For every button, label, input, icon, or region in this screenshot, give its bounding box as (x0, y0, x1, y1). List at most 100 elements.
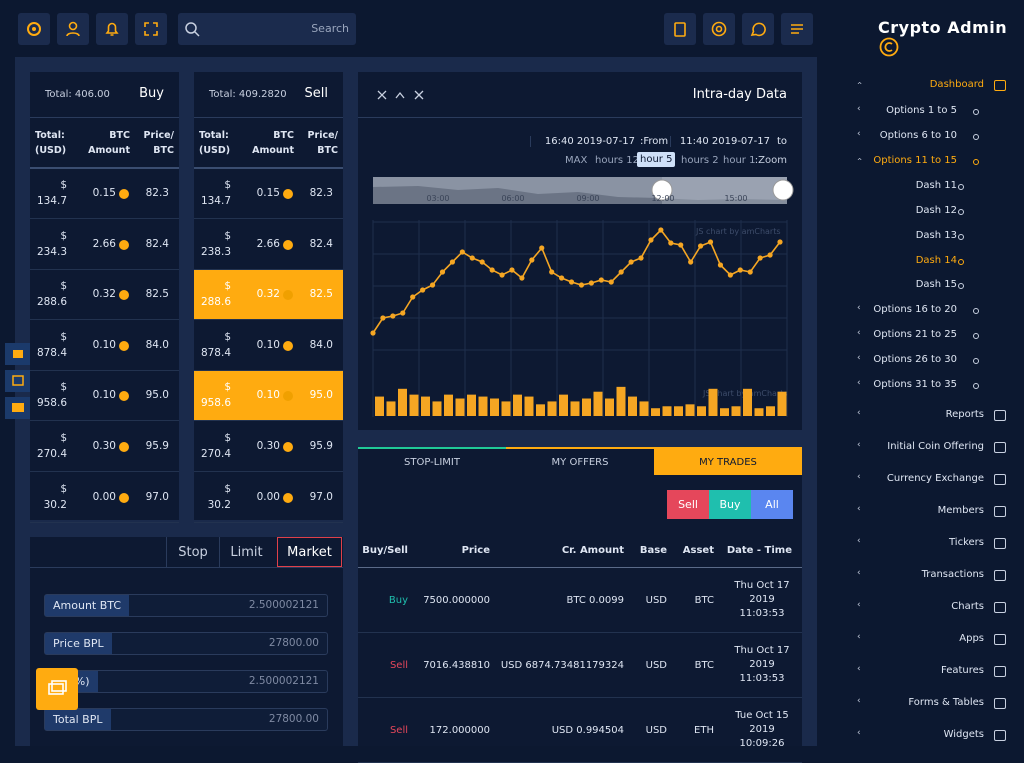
from-time[interactable]: 16:40 2019-07-17 (530, 136, 635, 147)
zoom-option[interactable]: hours 12 (595, 155, 640, 166)
trade-tab[interactable]: MY TRADES (654, 447, 802, 475)
search-box[interactable]: Search (178, 13, 356, 45)
price-btc: 95.9 (145, 440, 169, 452)
tool-button[interactable] (5, 397, 31, 419)
trade-column-header: Buy/Sell (362, 545, 408, 556)
notification-button[interactable] (96, 13, 128, 45)
trade-tab[interactable]: STOP-LIMIT (358, 447, 506, 475)
brand: Crypto Admin (878, 18, 1024, 57)
column-header: BTC Amount (88, 130, 130, 156)
trade-cell: Buy (388, 595, 408, 606)
menu-item[interactable]: Tickers (949, 537, 984, 548)
trade-column-header: Cr. Amount (561, 545, 624, 556)
zoom-option[interactable]: hours 2 (681, 155, 719, 166)
btc-icon (283, 189, 293, 199)
menu-chevron: ‹ (857, 353, 861, 363)
clipboard-button[interactable] (664, 13, 696, 45)
menu-button[interactable] (781, 13, 813, 45)
menu-chevron: ‹ (857, 536, 861, 546)
trade-cell: Thu Oct 17 2019 11:03:53 (734, 645, 790, 684)
volume-bar (444, 394, 453, 416)
trade-cell: USD (645, 660, 667, 671)
menu-dot (958, 283, 964, 289)
price-point (767, 252, 773, 258)
trade-cell: 7016.438810 (423, 660, 490, 671)
divider (194, 117, 343, 118)
menu-item[interactable]: Dash 13 (915, 230, 957, 241)
table-row: $ 270.4 0.30 95.9 (194, 422, 343, 472)
menu-item[interactable]: Options 26 to 30 (873, 354, 957, 365)
menu-item[interactable]: Members (937, 505, 984, 516)
trade-cell: 7500.000000 (423, 595, 490, 606)
settings-button[interactable] (18, 13, 50, 45)
menu-item[interactable]: Widgets (943, 729, 984, 740)
menu-item[interactable]: Currency Exchange (886, 473, 984, 484)
input-field[interactable]: Price BPL 27800.00 (44, 632, 328, 655)
trade-cell: 172.000000 (429, 725, 490, 736)
filter-button[interactable]: Sell (667, 490, 709, 519)
divider (30, 117, 179, 118)
volume-bar (386, 401, 396, 416)
filter-button[interactable]: All (751, 490, 793, 519)
menu-item[interactable]: Features (941, 665, 984, 676)
trade-cell: Tue Oct 15 2019 10:09:26 (735, 710, 789, 749)
brand-text: Crypto Admin (878, 18, 1008, 37)
menu-item[interactable]: Forms & Tables (908, 697, 984, 708)
volume-bar (720, 408, 729, 416)
menu-item[interactable]: Charts (951, 601, 984, 612)
user-button[interactable] (57, 13, 89, 45)
price-point (747, 269, 753, 275)
panel-controls[interactable] (376, 88, 432, 102)
volume-bar (421, 396, 430, 416)
menu-item[interactable]: Dash 12 (915, 205, 957, 216)
filter-label: All (765, 498, 779, 511)
menu-item[interactable]: Options 6 to 10 (879, 130, 957, 141)
zoom-option[interactable]: hour 1 (723, 155, 756, 166)
order-tab[interactable]: Market (277, 537, 342, 567)
menu-item[interactable]: Options 16 to 20 (873, 304, 957, 315)
menu-item[interactable]: Dash 15 (915, 279, 957, 290)
menu-item[interactable]: Transactions (921, 569, 984, 580)
input-field[interactable]: (0.5%)2.500002121 (44, 670, 328, 693)
floating-tools (5, 343, 31, 423)
input-field[interactable]: Amount BTC 2.500002121 (44, 594, 328, 617)
scroller-tick: 03:00 (426, 194, 449, 203)
menu-item[interactable]: Dash 11 (915, 180, 957, 191)
table-row: $ 288.6 0.32 82.5 (30, 270, 179, 321)
btc-icon (119, 340, 129, 351)
chat-button[interactable] (742, 13, 774, 45)
zoom-option[interactable]: MAX (565, 155, 588, 166)
btc-amount: 0.32 (92, 288, 116, 301)
zoom-option[interactable]: hour 5 (637, 152, 676, 167)
menu-item[interactable]: Apps (959, 633, 984, 644)
floating-action-button[interactable] (36, 668, 78, 710)
menu-item[interactable]: Reports (945, 409, 984, 420)
btc-icon (119, 442, 129, 452)
menu-item[interactable]: Dashboard (929, 79, 984, 90)
tool-button[interactable] (5, 343, 31, 365)
mail-button[interactable] (703, 13, 735, 45)
menu-item[interactable]: Options 1 to 5 (886, 105, 957, 116)
trade-cell: USD 6874.73481179324 (500, 660, 624, 671)
total-usd: $ 30.2 (43, 482, 67, 511)
menu-item[interactable]: Dash 14 (915, 255, 957, 266)
price-btc: 95.0 (309, 389, 333, 402)
tool-button[interactable] (5, 370, 31, 392)
menu-item[interactable]: Initial Coin Offering (887, 441, 984, 452)
menu-item[interactable]: Options 31 to 35 (873, 379, 957, 390)
input-field[interactable]: Total BPL 27800.00 (44, 708, 328, 731)
filter-button[interactable]: Buy (709, 490, 751, 519)
volume-bar (708, 388, 718, 416)
menu-item[interactable]: Options 11 to 15 (873, 155, 957, 166)
trade-tab[interactable]: MY OFFERS (506, 447, 654, 475)
order-tab[interactable]: Limit (219, 537, 273, 567)
menu-item[interactable]: Options 21 to 25 (873, 329, 957, 340)
to-time[interactable]: 11:40 2019-07-17 (670, 136, 770, 147)
trade-cell: Thu Oct 17 2019 11:03:53 (734, 580, 790, 619)
menu-icon (994, 474, 1006, 485)
order-tab[interactable]: Stop (166, 537, 219, 567)
btc-icon (283, 492, 293, 503)
divider (194, 167, 343, 169)
price-point (578, 282, 585, 288)
fullscreen-button[interactable] (135, 13, 167, 45)
